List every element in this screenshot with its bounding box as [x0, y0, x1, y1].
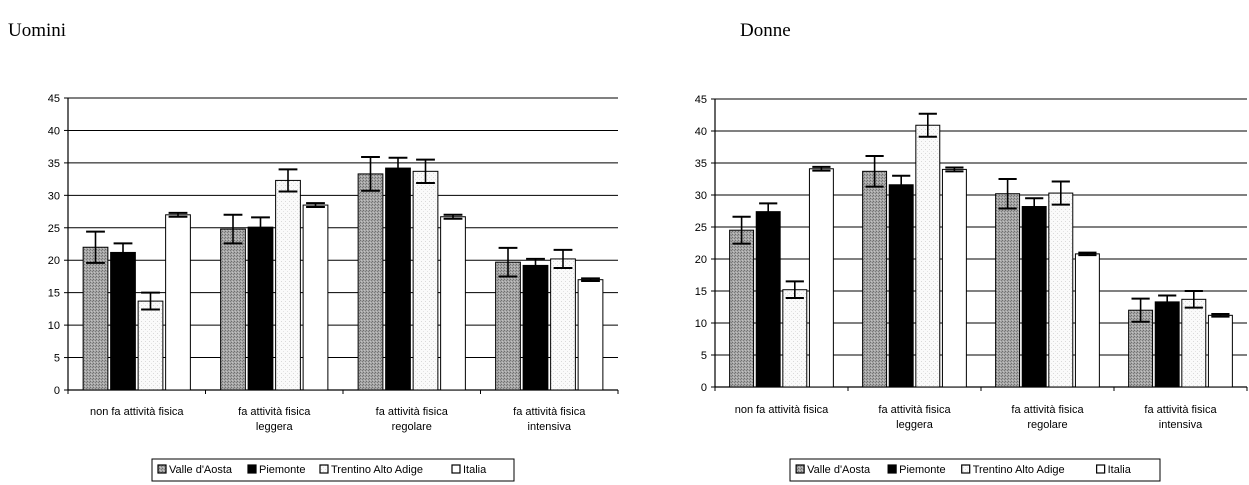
- y-tick-label: 15: [695, 286, 707, 298]
- y-tick-label: 25: [48, 223, 60, 235]
- bar-piemonte: [522, 264, 549, 391]
- legend-label-italia: Italia: [1108, 464, 1132, 476]
- bar-valle-d-aosta: [357, 173, 384, 391]
- legend-swatch-italia: [1096, 464, 1106, 474]
- y-tick-label: 40: [695, 126, 707, 138]
- bar-valle-d-aosta: [82, 246, 109, 391]
- bar-italia: [302, 204, 329, 391]
- bar-trentino-alto-adige: [137, 300, 164, 391]
- bar-valle-d-aosta: [220, 228, 246, 391]
- bar-trentino-alto-adige: [275, 179, 301, 391]
- category-label: fa attività fisica: [878, 404, 951, 416]
- legend-swatch-valle-d-aosta: [157, 464, 167, 474]
- y-tick-label: 30: [48, 190, 60, 202]
- y-tick-label: 20: [695, 254, 707, 266]
- legend-swatch-italia: [451, 464, 461, 474]
- y-tick-label: 5: [54, 353, 60, 365]
- legend: Valle d'Aosta Piemonte Trentino Alto Adige…: [789, 458, 1161, 482]
- legend-swatch-valle-d-aosta: [795, 464, 805, 474]
- bar-trentino-alto-adige: [550, 258, 576, 391]
- y-tick-label: 15: [48, 288, 60, 300]
- legend-label-valle-d-aosta: Valle d'Aosta: [807, 464, 871, 476]
- bar-piemonte: [385, 167, 411, 391]
- category-label: regolare: [1027, 419, 1067, 431]
- y-tick-label: 0: [54, 385, 60, 397]
- legend-swatch-trentino-alto-adige: [961, 464, 971, 474]
- category-label: intensiva: [1159, 419, 1203, 431]
- bar-trentino-alto-adige: [1181, 298, 1207, 388]
- bar-trentino-alto-adige: [782, 289, 808, 388]
- legend-box: [151, 458, 515, 482]
- y-tick-label: 10: [48, 320, 60, 332]
- y-tick-label: 40: [48, 125, 60, 137]
- bar-italia: [1207, 314, 1233, 388]
- category-label: intensiva: [528, 421, 572, 433]
- y-tick-label: 35: [48, 158, 60, 170]
- chart-donne: 0 5 10 15 20 25 30 35 40 45 non fa attività fisica…: [695, 94, 1248, 482]
- legend-label-trentino-alto-adige: Trentino Alto Adige: [331, 464, 423, 476]
- bar-italia: [808, 168, 834, 388]
- bar-trentino-alto-adige: [412, 170, 439, 391]
- category-label: non fa attività fisica: [735, 404, 829, 416]
- bar-piemonte: [755, 211, 781, 388]
- legend-label-piemonte: Piemonte: [899, 464, 945, 476]
- bar-valle-d-aosta: [729, 229, 755, 388]
- chart-uomini: 0 5 10 15 20 25 30 35 40 45 non fa attività fisica…: [48, 93, 619, 482]
- bar-piemonte: [1021, 206, 1047, 388]
- category-label: fa attività fisica: [376, 406, 449, 418]
- bar-valle-d-aosta: [495, 261, 521, 391]
- legend-swatch-piemonte: [887, 464, 897, 474]
- y-tick-label: 20: [48, 255, 60, 267]
- category-label: non fa attività fisica: [90, 406, 184, 418]
- y-tick-label: 25: [695, 222, 707, 234]
- bar-italia: [941, 168, 967, 388]
- bar-italia: [165, 214, 191, 391]
- bar-trentino-alto-adige: [1048, 192, 1074, 388]
- category-label: fa attività fisica: [1011, 404, 1084, 416]
- bar-trentino-alto-adige: [915, 124, 941, 388]
- y-tick-label: 5: [701, 350, 707, 362]
- legend-box: [789, 458, 1161, 482]
- legend-label-trentino-alto-adige: Trentino Alto Adige: [973, 464, 1065, 476]
- bar-valle-d-aosta: [995, 193, 1021, 388]
- bar-italia: [577, 279, 604, 391]
- bar-piemonte: [110, 251, 136, 391]
- legend-swatch-trentino-alto-adige: [319, 464, 329, 474]
- category-label: leggera: [256, 421, 294, 433]
- category-label: regolare: [392, 421, 432, 433]
- y-tick-label: 45: [48, 93, 60, 105]
- panel-title-donne: Donne: [740, 20, 791, 41]
- bar-piemonte: [1154, 301, 1180, 388]
- bar-italia: [440, 216, 466, 391]
- legend-label-italia: Italia: [463, 464, 487, 476]
- category-label: fa attività fisica: [513, 406, 586, 418]
- bar-piemonte: [247, 226, 274, 391]
- y-tick-label: 45: [695, 94, 707, 106]
- category-label: leggera: [896, 419, 934, 431]
- legend: Valle d'Aosta Piemonte Trentino Alto Adige…: [151, 458, 515, 482]
- y-tick-label: 10: [695, 318, 707, 330]
- panel-title-uomini: Uomini: [8, 20, 67, 41]
- legend-label-piemonte: Piemonte: [259, 464, 305, 476]
- legend-label-valle-d-aosta: Valle d'Aosta: [169, 464, 233, 476]
- bar-piemonte: [888, 184, 914, 388]
- y-tick-label: 35: [695, 158, 707, 170]
- legend-swatch-piemonte: [247, 464, 257, 474]
- category-label: fa attività fisica: [1144, 404, 1217, 416]
- bar-italia: [1074, 253, 1100, 388]
- y-tick-label: 30: [695, 190, 707, 202]
- bar-valle-d-aosta: [862, 170, 888, 388]
- category-label: fa attività fisica: [238, 406, 311, 418]
- y-tick-label: 0: [701, 382, 707, 394]
